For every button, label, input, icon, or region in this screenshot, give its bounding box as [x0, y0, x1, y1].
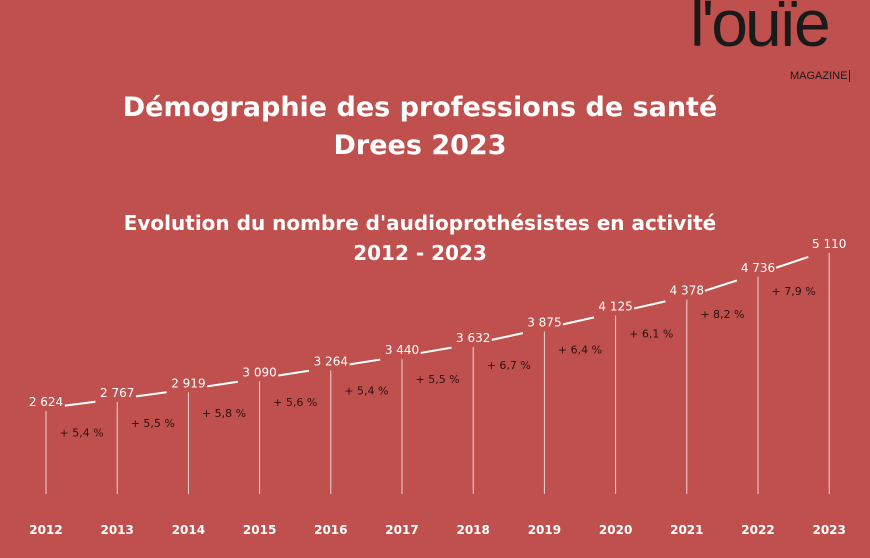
logo-subtitle: MAGAZINE	[790, 70, 851, 82]
growth-label: + 5,5 %	[131, 417, 175, 430]
data-label: 5 110	[812, 237, 846, 251]
x-tick-label: 2023	[812, 523, 845, 537]
chart-period: 2012 - 2023	[353, 241, 487, 265]
page-title: Démographie des professions de santé	[122, 92, 718, 123]
series-line-segment	[562, 316, 595, 326]
series-line-segment	[349, 358, 381, 366]
series-line-segment	[135, 391, 167, 398]
growth-label: + 6,7 %	[487, 359, 531, 372]
series-line-segment	[775, 256, 809, 269]
data-label: 4 736	[741, 261, 775, 275]
series-line-segment	[207, 380, 239, 388]
data-label: 2 624	[29, 395, 63, 409]
series-line-segment	[278, 369, 310, 377]
x-tick-label: 2017	[385, 523, 418, 537]
series-line-segment	[420, 346, 452, 354]
growth-label: + 5,8 %	[202, 407, 246, 420]
x-tick-label: 2013	[100, 523, 133, 537]
series-line-segment	[64, 400, 96, 407]
x-tick-label: 2012	[29, 523, 62, 537]
data-label: 3 440	[385, 343, 419, 357]
data-label: 4 378	[670, 284, 704, 298]
data-label: 3 090	[242, 365, 276, 379]
growth-label: + 5,4 %	[344, 385, 388, 398]
x-tick-label: 2019	[528, 523, 561, 537]
data-label: 2 767	[100, 386, 134, 400]
growth-label: + 6,4 %	[558, 344, 602, 357]
x-tick-label: 2022	[741, 523, 774, 537]
data-label: 3 875	[527, 315, 561, 329]
x-tick-label: 2016	[314, 523, 347, 537]
growth-label: + 8,2 %	[700, 308, 744, 321]
page-title-line2: Drees 2023	[333, 130, 507, 161]
series-line-segment	[704, 279, 738, 292]
x-tick-label: 2014	[172, 523, 205, 537]
growth-label: + 6,1 %	[629, 328, 673, 341]
logo-wordmark: l'ouïe	[690, 0, 831, 60]
x-tick-label: 2018	[456, 523, 489, 537]
series-line-segment	[633, 300, 666, 310]
growth-label: + 7,9 %	[772, 285, 816, 298]
data-label: 3 632	[456, 331, 490, 345]
growth-label: + 5,4 %	[60, 426, 104, 439]
x-tick-label: 2015	[243, 523, 276, 537]
x-tick-label: 2020	[599, 523, 632, 537]
data-label: 3 264	[314, 354, 348, 368]
x-tick-label: 2021	[670, 523, 703, 537]
data-label: 4 125	[598, 300, 632, 314]
data-label: 2 919	[171, 376, 205, 390]
chart-subtitle: Evolution du nombre d'audioprothésistes …	[123, 211, 717, 235]
growth-label: + 5,5 %	[416, 373, 460, 386]
series-line-segment	[491, 332, 524, 341]
growth-label: + 5,6 %	[273, 396, 317, 409]
magazine-logo: l'ouïe MAGAZINE	[690, 0, 870, 87]
